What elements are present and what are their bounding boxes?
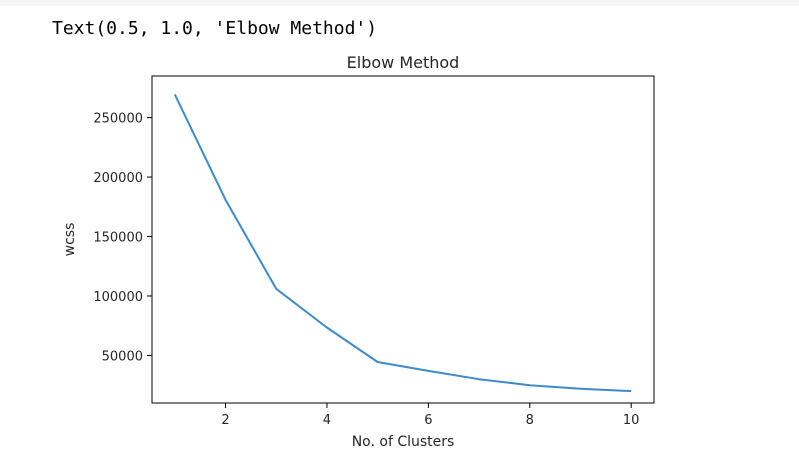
series-line: [173, 93, 632, 393]
x-tick-label: 8: [526, 413, 534, 428]
y-axis: 50000 100000 150000 200000 250000: [93, 112, 152, 364]
cell-top-strip: [0, 0, 799, 6]
x-tick-label: 10: [623, 413, 640, 428]
chart-title: Elbow Method: [347, 53, 460, 72]
y-tick-label: 100000: [93, 290, 143, 305]
y-axis-label: wcss: [62, 223, 78, 257]
x-axis-label: No. of Clusters: [352, 434, 455, 450]
y-tick-label: 150000: [93, 231, 143, 246]
x-axis: 2 4 6 8 10: [221, 403, 639, 428]
cell-output-text: Text(0.5, 1.0, 'Elbow Method'): [52, 18, 378, 39]
x-tick-label: 6: [424, 413, 432, 428]
y-tick-label: 250000: [93, 112, 143, 127]
y-tick-label: 200000: [93, 171, 143, 186]
x-tick-label: 4: [323, 413, 331, 428]
y-tick-label: 50000: [102, 349, 143, 364]
x-tick-label: 2: [221, 413, 229, 428]
plot-frame: [151, 75, 655, 404]
